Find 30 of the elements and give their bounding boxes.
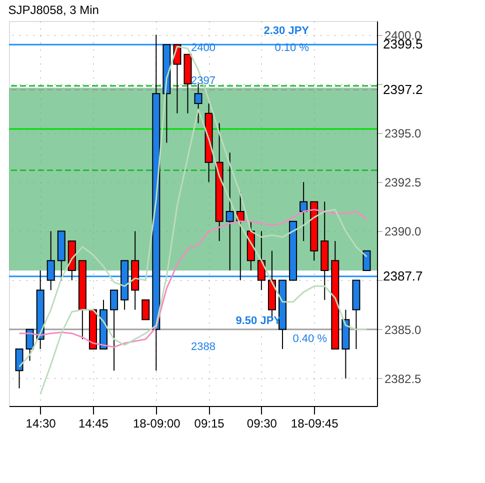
x-tick-label: 14:45 — [78, 416, 109, 430]
candlestick — [300, 182, 308, 242]
candlestick — [15, 348, 24, 389]
x-tick-label: 18-09:00 — [132, 416, 181, 430]
candlestick — [142, 299, 150, 320]
candlestick — [110, 290, 118, 372]
annotation: 0.10 % — [274, 42, 310, 54]
annotation: 2388 — [191, 341, 216, 353]
x-tick-label: 14:30 — [26, 416, 56, 430]
annotation: 2.30 JPY — [264, 25, 310, 37]
annotation: 2397 — [191, 75, 216, 87]
ref-line-label: 2387.7 — [383, 268, 423, 284]
x-tick-label: 18-09:45 — [290, 416, 339, 430]
candlestick — [362, 250, 371, 271]
candlestick — [194, 83, 202, 124]
x-tick-label: 09:15 — [194, 416, 225, 430]
line-series — [40, 108, 368, 395]
ref-line-label: 2397.2 — [383, 82, 423, 97]
annotation: 2400 — [191, 42, 216, 54]
candlestick — [226, 152, 234, 271]
x-tick-label: 09:30 — [246, 416, 278, 430]
y-tick-label: 2382.5 — [384, 372, 422, 386]
y-tick-label: 2395.0 — [384, 126, 422, 140]
candlestick — [46, 230, 55, 291]
y-tick-label: 2385.0 — [384, 322, 422, 337]
annotation: 0.40 % — [292, 333, 328, 345]
y-tick-label: 2392.5 — [384, 176, 422, 190]
candlestick — [257, 230, 266, 291]
y-tick-label: 2390.0 — [384, 224, 422, 239]
chart-title: SJPJ8058, 3 Min — [8, 3, 99, 17]
